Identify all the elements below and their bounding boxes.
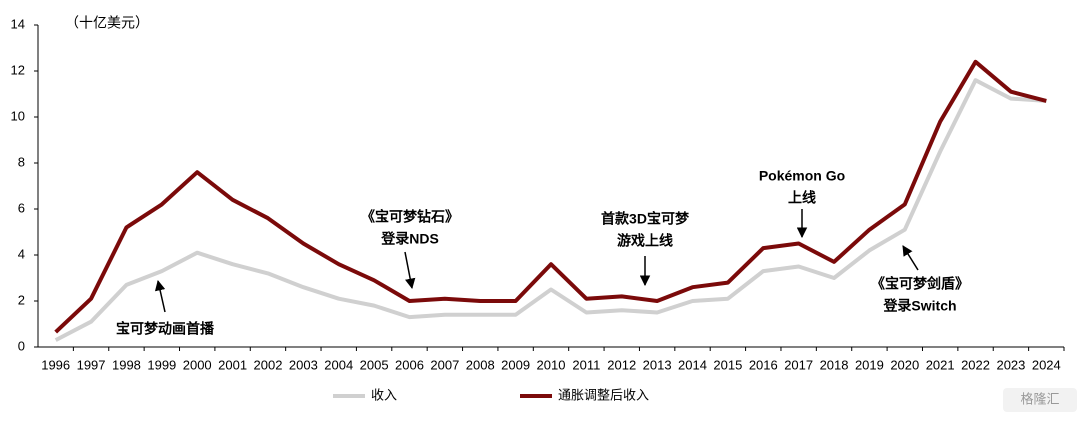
y-tick-label: 4 bbox=[18, 246, 25, 261]
watermark: 格隆汇 bbox=[1020, 391, 1059, 406]
line-series bbox=[54, 59, 1047, 334]
arrow bbox=[154, 279, 166, 313]
x-tick-label: 1999 bbox=[147, 357, 176, 372]
x-tick-label: 2021 bbox=[926, 357, 955, 372]
x-tick-label: 2004 bbox=[324, 357, 353, 372]
x-tick-label: 2000 bbox=[183, 357, 212, 372]
annotation: 宝可梦动画首播 bbox=[116, 321, 215, 337]
x-tick-label: 2008 bbox=[466, 357, 495, 372]
y-tick-label: 8 bbox=[18, 154, 25, 169]
x-tick-label: 2002 bbox=[254, 357, 283, 372]
x-tick-label: 2005 bbox=[360, 357, 389, 372]
annotation: 登录NDS bbox=[380, 231, 439, 247]
arrows bbox=[154, 209, 919, 313]
x-tick-label: 2010 bbox=[537, 357, 566, 372]
legend-label: 通胀调整后收入 bbox=[558, 387, 649, 402]
x-tick-label: 2014 bbox=[678, 357, 707, 372]
legend-label: 收入 bbox=[371, 387, 397, 402]
arrow bbox=[404, 251, 416, 290]
x-tick-label: 2020 bbox=[890, 357, 919, 372]
y-tick-label: 10 bbox=[11, 108, 25, 123]
x-tick-label: 2011 bbox=[572, 357, 600, 372]
x-tick-label: 2018 bbox=[820, 357, 849, 372]
annotation: 登录Switch bbox=[882, 298, 956, 314]
x-tick-label: 2013 bbox=[643, 357, 672, 372]
x-tick-label: 1997 bbox=[77, 357, 106, 372]
y-tick-label: 12 bbox=[11, 62, 25, 77]
line-series bbox=[54, 78, 1047, 342]
x-tick-label: 2001 bbox=[218, 357, 247, 372]
unit-label: （十亿美元） bbox=[65, 15, 149, 31]
x-tick-label: 1998 bbox=[112, 357, 141, 372]
annotation: Pokémon Go bbox=[759, 168, 845, 184]
y-tick-label: 14 bbox=[11, 16, 25, 31]
x-tick-label: 2022 bbox=[961, 357, 990, 372]
annotation: 游戏上线 bbox=[617, 233, 673, 249]
watermark-bg bbox=[1003, 388, 1077, 412]
x-tick-label: 2009 bbox=[501, 357, 530, 372]
y-tick-label: 0 bbox=[18, 338, 25, 353]
x-tick-label: 1996 bbox=[41, 357, 70, 372]
annotation: 《宝可梦剑盾》 bbox=[871, 276, 969, 292]
x-tick-label: 2012 bbox=[607, 357, 636, 372]
annotation: 首款3D宝可梦 bbox=[601, 211, 690, 227]
x-tick-label: 2007 bbox=[430, 357, 459, 372]
x-tick-label: 2023 bbox=[996, 357, 1025, 372]
x-tick-label: 2015 bbox=[713, 357, 742, 372]
x-tick-label: 2003 bbox=[289, 357, 318, 372]
x-tick-label: 2017 bbox=[784, 357, 813, 372]
y-tick-label: 2 bbox=[18, 292, 25, 307]
x-tick-label: 2016 bbox=[749, 357, 778, 372]
x-tick-label: 2006 bbox=[395, 357, 424, 372]
x-tick-label: 2019 bbox=[855, 357, 884, 372]
arrow bbox=[902, 245, 919, 271]
y-tick-label: 6 bbox=[18, 200, 25, 215]
x-tick-label: 2024 bbox=[1032, 357, 1061, 372]
annotation: 上线 bbox=[788, 190, 816, 206]
annotation: 《宝可梦钻石》 bbox=[361, 209, 459, 225]
